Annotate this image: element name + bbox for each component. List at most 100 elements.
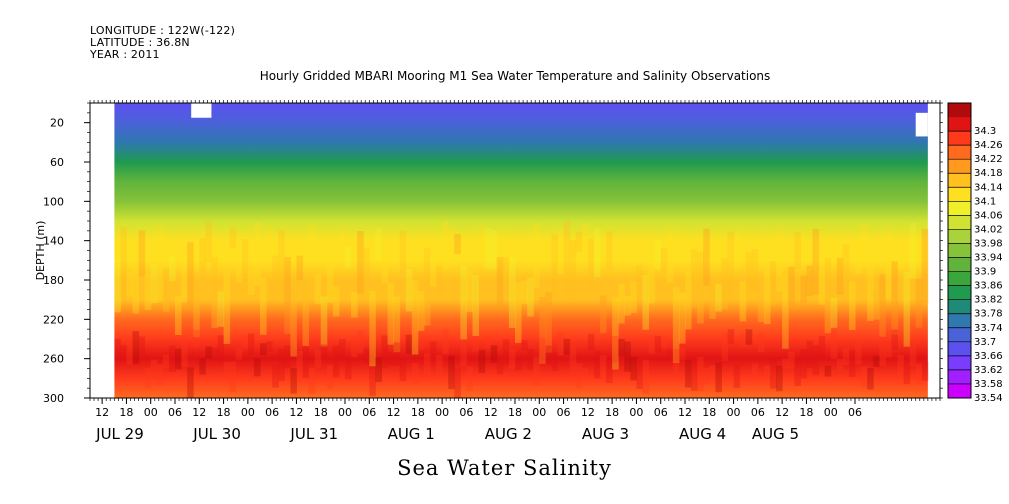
field-variation	[229, 227, 237, 249]
field-variation	[527, 278, 534, 317]
field-variation	[830, 329, 838, 360]
x-hour-label: 00	[338, 406, 352, 419]
colorbar-label: 33.66	[974, 351, 1003, 362]
field-variation	[776, 228, 783, 292]
colorbar-cell	[948, 215, 971, 230]
x-hour-label: 18	[702, 406, 716, 419]
colorbar-label: 34.02	[974, 224, 1003, 235]
field-variation	[302, 346, 310, 379]
field-variation	[545, 292, 552, 353]
field-variation	[175, 348, 182, 370]
heatmap-area	[90, 103, 940, 398]
field-variation	[600, 355, 607, 383]
x-hour-label: 06	[168, 406, 182, 419]
field-variation	[436, 265, 443, 299]
colorbar-label: 34.26	[974, 140, 1003, 151]
field-variation	[351, 291, 358, 318]
field-variation	[800, 349, 807, 379]
field-variation	[867, 258, 874, 321]
year-label: YEAR : 2011	[90, 48, 160, 61]
field-variation	[788, 266, 795, 307]
field-variation	[162, 268, 170, 312]
field-variation	[466, 270, 473, 313]
colorbar-cell	[948, 229, 971, 244]
field-variation	[387, 283, 395, 345]
field-variation	[715, 362, 722, 393]
field-variation	[296, 255, 303, 280]
field-variation	[338, 339, 346, 359]
field-variation	[284, 257, 291, 334]
field-variation	[332, 286, 340, 317]
field-variation	[132, 265, 140, 314]
field-variation	[757, 297, 765, 323]
missing-data-block	[915, 112, 928, 137]
field-variation	[788, 351, 795, 369]
field-variation	[308, 225, 316, 267]
field-variation	[751, 363, 759, 379]
field-variation	[326, 364, 334, 390]
x-hour-label: 12	[192, 406, 206, 419]
field-variation	[654, 240, 662, 270]
field-variation	[399, 358, 407, 382]
field-variation	[733, 364, 741, 389]
field-variation	[630, 280, 637, 313]
x-hour-label: 00	[144, 406, 158, 419]
field-variation	[563, 221, 571, 299]
field-variation	[697, 252, 704, 324]
colorbar-label: 33.7	[974, 337, 996, 348]
field-variation	[672, 348, 680, 375]
x-hour-label: 18	[799, 406, 813, 419]
field-variation	[824, 257, 832, 334]
field-variation	[484, 334, 492, 349]
field-variation	[909, 339, 917, 367]
field-variation	[187, 367, 194, 398]
field-variation	[648, 335, 656, 354]
y-tick-label: 140	[43, 235, 64, 248]
colorbar-cell	[948, 257, 971, 272]
field-variation	[521, 340, 528, 351]
field-variation	[691, 358, 698, 391]
field-variation	[709, 282, 716, 319]
x-hour-label: 00	[727, 406, 741, 419]
field-variation	[612, 336, 619, 363]
field-variation	[618, 283, 625, 324]
field-variation	[168, 256, 176, 282]
field-variation	[770, 261, 777, 306]
x-day-label: AUG 5	[752, 425, 799, 443]
field-variation	[891, 329, 898, 350]
longitude-label: LONGITUDE : 122W(-122)	[90, 24, 236, 37]
field-variation	[187, 242, 194, 308]
x-hour-label: 12	[775, 406, 789, 419]
field-variation	[193, 279, 200, 338]
colorbar-label: 34.06	[974, 210, 1003, 221]
field-variation	[600, 295, 607, 334]
field-variation	[606, 231, 613, 271]
field-variation	[454, 368, 461, 398]
colorbar-label: 33.82	[974, 295, 1003, 306]
field-variation	[812, 345, 820, 376]
field-variation	[417, 290, 425, 331]
field-variation	[515, 282, 522, 343]
field-variation	[636, 358, 643, 390]
field-variation	[891, 261, 898, 335]
field-variation	[320, 344, 328, 359]
colorbar-cell	[948, 341, 971, 357]
field-variation	[205, 346, 212, 359]
field-variation	[879, 274, 886, 337]
field-variation	[539, 338, 546, 356]
field-variation	[861, 366, 868, 388]
field-variation	[575, 231, 583, 252]
missing-data-block	[191, 103, 212, 118]
field-variation	[162, 354, 170, 369]
x-day-label: AUG 3	[582, 425, 629, 443]
colorbar-cell	[948, 383, 971, 399]
field-variation	[830, 297, 838, 328]
field-variation	[442, 221, 449, 270]
field-variation	[587, 333, 595, 350]
field-variation	[266, 227, 273, 252]
field-variation	[260, 277, 267, 335]
latitude-label: LATITUDE : 36.8N	[90, 36, 190, 49]
field-variation	[126, 338, 133, 365]
field-variation	[763, 266, 771, 325]
field-variation	[575, 363, 583, 390]
